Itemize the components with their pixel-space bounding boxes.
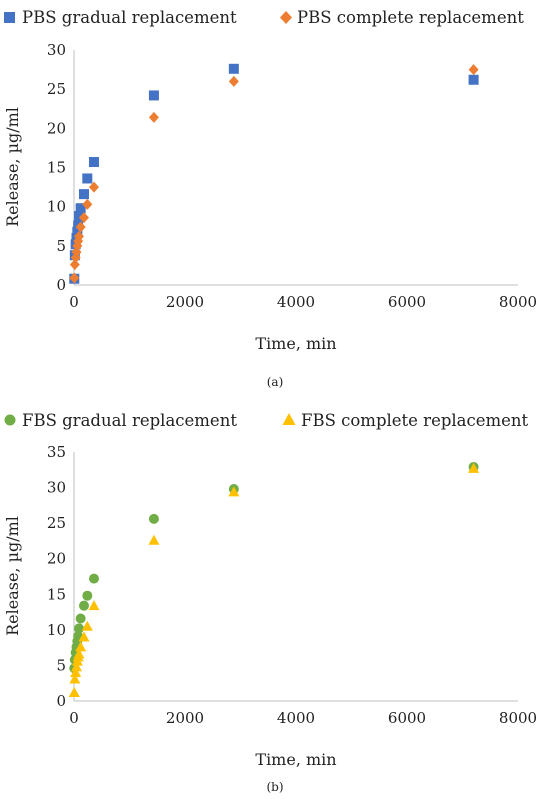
chart-a-series-1-point	[82, 198, 93, 210]
chart-a-series-1-point	[468, 64, 479, 76]
chart-b-series-0-point	[78, 600, 89, 611]
chart-a-series-0-point	[148, 90, 159, 101]
chart-a-x-tick-label: 0	[69, 293, 79, 311]
chart-b-series-1-point	[68, 686, 80, 697]
chart-a-series-1-point	[75, 221, 86, 233]
chart-b-series-0-point	[82, 590, 93, 601]
chart-b-x-ticks: 0 2000 4000 6000 8000	[69, 709, 537, 727]
chart-b-caption: (b)	[266, 780, 283, 794]
legend-label-pbs-gradual: PBS gradual replacement	[22, 8, 237, 27]
chart-b-y-tick-label: 15	[47, 585, 66, 603]
chart-a-series-0-point	[82, 173, 93, 184]
chart-a-series-1-point	[69, 259, 80, 271]
chart-a-series-0-point	[72, 226, 83, 237]
chart-b-x-tick-label: 2000	[166, 709, 204, 727]
chart-b-y-tick-label: 25	[47, 514, 66, 532]
chart-b-x-tick-label: 4000	[277, 709, 315, 727]
chart-b-x-tick-label: 0	[69, 709, 79, 727]
chart-b-series-1-point	[69, 673, 81, 684]
chart-b-series-1-point	[70, 667, 82, 678]
chart-b-series-1-point	[88, 600, 100, 611]
legend-marker-pbs-gradual	[4, 12, 15, 23]
chart-b-series-1-point	[468, 462, 480, 473]
chart-b-series-1-point	[70, 661, 82, 672]
chart-a-x-tick-label: 2000	[166, 293, 204, 311]
chart-b-series-0-point	[75, 613, 86, 624]
legend-marker-pbs-complete	[280, 11, 292, 24]
chart-a-series-1-point	[228, 75, 239, 87]
chart-a-series-1-point	[88, 181, 99, 193]
chart-a-y-tick-label: 10	[47, 198, 66, 216]
chart-a-series-0-point	[228, 63, 239, 74]
chart-a-x-tick-label: 6000	[388, 293, 426, 311]
chart-a-x-axis-title: Time, min	[255, 334, 336, 353]
chart-b-series-1-point	[73, 648, 85, 659]
chart-b-y-axis-title: Release, µg/ml	[3, 516, 22, 636]
chart-a-series-1-point	[70, 252, 81, 264]
chart-a: PBS gradual replacement PBS complete rep…	[3, 8, 537, 389]
chart-a-y-tick-label: 5	[56, 237, 66, 255]
chart-a-series-0-point	[73, 211, 84, 222]
chart-b-series-1-point	[81, 620, 93, 631]
chart-a-caption: (a)	[267, 375, 284, 389]
chart-b-y-tick-label: 10	[47, 621, 66, 639]
chart-a-series-1-point	[148, 111, 159, 123]
chart-a-series-1-point	[73, 230, 84, 242]
chart-a-legend: PBS gradual replacement PBS complete rep…	[4, 8, 524, 27]
chart-a-x-tick-label: 4000	[277, 293, 315, 311]
chart-b-x-tick-label: 6000	[388, 709, 426, 727]
chart-a-series-0-point	[78, 189, 89, 200]
chart-b: FBS gradual replacement FBS complete rep…	[3, 411, 537, 794]
legend-marker-fbs-gradual	[4, 414, 16, 426]
chart-a-y-tick-label: 0	[56, 276, 66, 294]
chart-a-y-axis-title: Release, µg/ml	[3, 107, 22, 227]
chart-b-series-1-point	[75, 641, 87, 652]
chart-b-y-tick-label: 30	[47, 479, 66, 497]
chart-a-series-0-point	[75, 203, 86, 214]
legend-label-fbs-gradual: FBS gradual replacement	[22, 411, 237, 430]
legend-marker-fbs-complete	[282, 413, 296, 425]
chart-b-series-0-point	[73, 623, 84, 634]
chart-b-y-tick-label: 20	[47, 550, 66, 568]
chart-b-y-ticks: 0 5 10 15 20 25 30 35	[47, 443, 66, 710]
chart-a-x-ticks: 0 2000 4000 6000 8000	[69, 293, 537, 311]
chart-b-series-0-point	[88, 573, 99, 584]
chart-a-series-0-point	[88, 157, 99, 168]
chart-a-x-tick-label: 8000	[499, 293, 537, 311]
chart-b-y-tick-label: 0	[56, 692, 66, 710]
chart-a-y-tick-label: 15	[47, 159, 66, 177]
chart-a-y-tick-label: 25	[47, 80, 66, 98]
legend-label-pbs-complete: PBS complete replacement	[297, 8, 524, 27]
chart-b-y-tick-label: 35	[47, 443, 66, 461]
chart-a-series-1-point	[69, 272, 80, 284]
chart-b-x-axis-title: Time, min	[255, 750, 336, 769]
legend-label-fbs-complete: FBS complete replacement	[301, 411, 529, 430]
chart-a-y-ticks: 0 5 10 15 20 25 30	[47, 41, 66, 294]
chart-a-series-1-point	[78, 212, 89, 224]
chart-b-series-1-point	[148, 534, 160, 545]
chart-a-series-0-point	[468, 74, 479, 85]
chart-a-y-tick-label: 30	[47, 41, 66, 59]
chart-b-marks	[68, 461, 480, 697]
chart-a-y-tick-label: 20	[47, 119, 66, 137]
chart-b-y-tick-label: 5	[56, 656, 66, 674]
chart-b-series-1-point	[78, 631, 90, 642]
chart-b-x-tick-label: 8000	[499, 709, 537, 727]
chart-b-series-1-point	[228, 486, 240, 497]
chart-b-series-0-point	[148, 513, 159, 524]
chart-b-legend: FBS gradual replacement FBS complete rep…	[4, 411, 529, 430]
chart-a-marks	[69, 63, 479, 284]
